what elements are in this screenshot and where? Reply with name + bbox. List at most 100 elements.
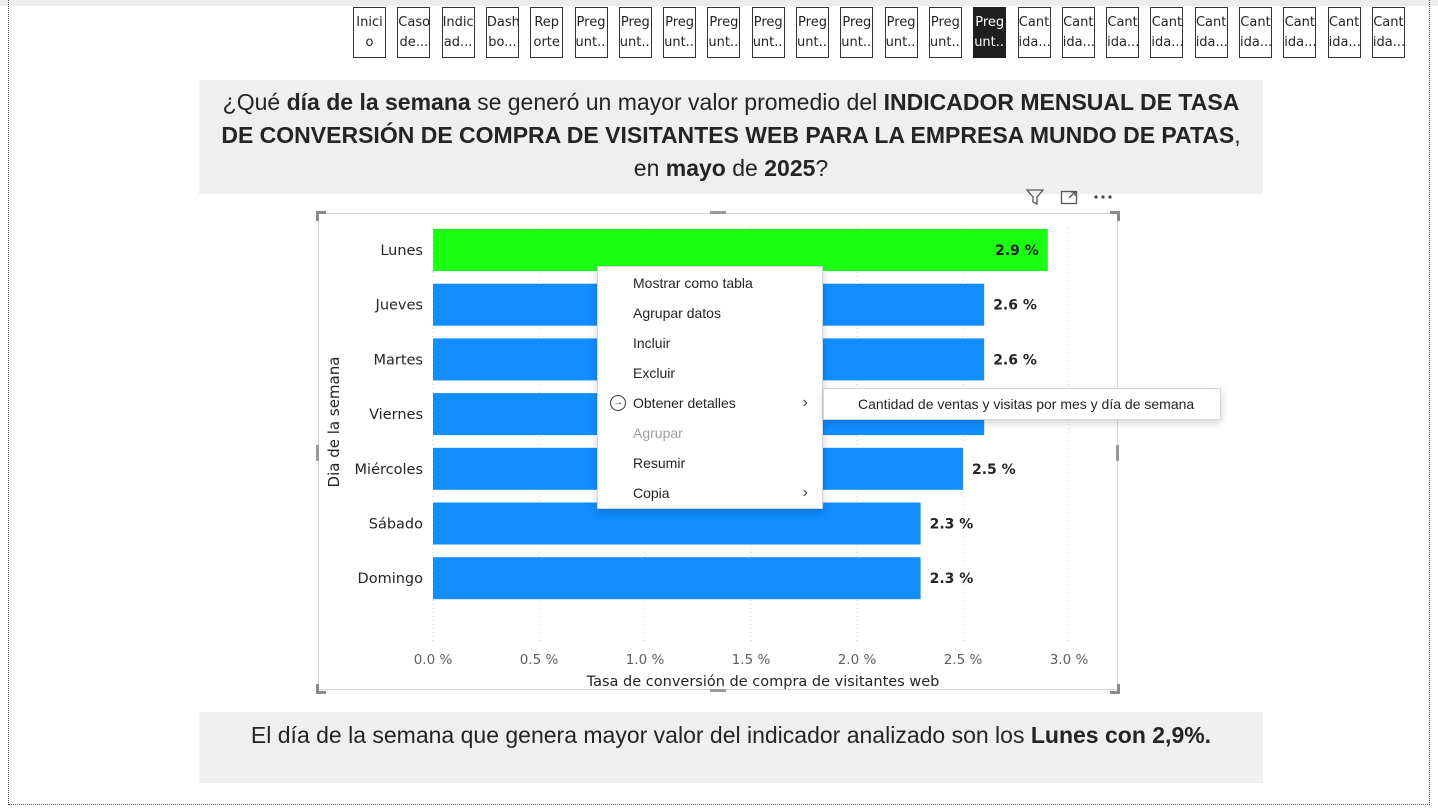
page-nav-label: bo... (488, 35, 517, 50)
context-menu-item[interactable]: Copia › (598, 478, 822, 508)
page-nav-label: ida... (1372, 35, 1404, 50)
context-menu-label: Excluir (633, 365, 676, 381)
page-nav-label: Preg (576, 15, 606, 30)
page-nav-label: unt... (929, 35, 961, 50)
page-nav-button[interactable]: Inici o (353, 7, 386, 58)
bar (433, 557, 921, 600)
focus-mode-icon[interactable] (1054, 183, 1084, 211)
page-nav-button[interactable]: Cant ida... (1371, 7, 1405, 58)
data-label: 2.9 % (995, 243, 1039, 259)
page-nav-label: unt... (752, 35, 784, 50)
resize-handle[interactable] (1110, 684, 1120, 694)
y-category-label: Domingo (358, 571, 424, 587)
page-nav-label: Indic (442, 15, 474, 30)
page-nav-label: Cant (1107, 15, 1138, 30)
page-nav-button[interactable]: Preg unt... (840, 7, 874, 58)
context-menu-item[interactable]: → Obtener detalles › (598, 388, 822, 418)
page-nav-button[interactable]: Cant ida... (1017, 7, 1051, 58)
page-nav-button[interactable]: Preg unt... (884, 7, 918, 58)
page-nav-label: ida... (1018, 35, 1050, 50)
page-nav-button[interactable]: Preg unt... (928, 7, 962, 58)
bar (433, 502, 921, 545)
page-nav-label: Cant (1284, 15, 1315, 30)
page-nav-label: Cant (1018, 15, 1050, 30)
resize-handle[interactable] (316, 684, 326, 694)
page-nav-label: Cant (1328, 15, 1360, 30)
answer-bold: Lunes con 2,9%. (1030, 722, 1212, 748)
page-nav-button[interactable]: Caso de... (397, 7, 431, 58)
page-nav-label: Preg (842, 15, 872, 30)
data-label: 2.5 % (972, 462, 1016, 478)
context-menu-item[interactable]: Agrupar datos (598, 298, 822, 328)
page-nav-button[interactable]: Cant ida... (1106, 7, 1140, 58)
page-nav-button[interactable]: Rep orte (530, 7, 564, 58)
page-nav-label: Rep (534, 15, 560, 30)
page-nav-button[interactable]: Preg unt... (707, 7, 741, 58)
x-axis-title: Tasa de conversión de compra de visitant… (586, 674, 940, 690)
context-menu-item[interactable]: Resumir (598, 448, 822, 478)
page-nav-label: unt... (664, 35, 696, 50)
page-nav-label: Preg (620, 15, 650, 30)
page-nav-label: de... (399, 35, 429, 50)
page-nav-label: ida... (1151, 35, 1183, 50)
question-part: se generó un mayor valor promedio del (470, 89, 884, 115)
page-nav-button[interactable]: Preg unt... (618, 7, 652, 58)
page-nav-button[interactable]: Cant ida... (1239, 7, 1272, 58)
context-menu-item: Agrupar (598, 418, 822, 448)
x-tick-label: 1.5 % (732, 652, 771, 668)
page-nav-label: Preg (798, 15, 827, 30)
page-nav-label: ida... (1107, 35, 1139, 50)
page-nav-label: ad... (443, 35, 473, 50)
context-menu-label: Copia (633, 485, 670, 501)
x-tick-label: 0.5 % (520, 652, 559, 668)
page-nav-label: o (365, 35, 374, 50)
question-bold: día de la semana (286, 89, 471, 115)
drillthrough-icon: → (610, 395, 626, 411)
page-nav-button[interactable]: Preg unt... (663, 7, 697, 58)
question-part: , en (633, 122, 1241, 181)
context-menu-label: Resumir (633, 455, 686, 471)
page-nav-button[interactable]: Cant ida... (1283, 7, 1317, 58)
context-menu-label: Agrupar (633, 425, 683, 441)
bar (433, 229, 1048, 271)
page-nav-label: unt... (885, 35, 917, 50)
page-nav-button[interactable]: Cant ida... (1194, 7, 1228, 58)
page-nav-label: Preg (975, 15, 1005, 30)
visual-header (1018, 183, 1120, 211)
resize-handle[interactable] (710, 211, 726, 214)
more-options-icon[interactable] (1088, 183, 1118, 211)
context-menu-label: Incluir (633, 335, 671, 351)
resize-handle[interactable] (316, 211, 326, 221)
chevron-right-icon: › (802, 484, 808, 501)
data-label: 2.6 % (993, 298, 1037, 314)
page-nav-button[interactable]: Preg unt... (796, 7, 829, 58)
answer-text: El día de la semana que genera mayor val… (250, 722, 1031, 748)
resize-handle[interactable] (316, 445, 319, 461)
resize-handle[interactable] (1116, 445, 1119, 461)
x-tick-label: 2.0 % (838, 652, 877, 668)
filter-icon[interactable] (1020, 183, 1050, 211)
context-menu-item[interactable]: Incluir (598, 328, 822, 358)
context-menu-item[interactable]: Excluir (598, 358, 822, 388)
page-nav-button[interactable]: Dash bo... (485, 7, 519, 58)
y-category-label: Jueves (375, 298, 423, 314)
page-nav-button[interactable]: Preg unt... (973, 7, 1007, 58)
page-nav-button[interactable]: Preg unt... (574, 7, 608, 58)
page-nav-button[interactable]: Cant ida... (1150, 7, 1184, 58)
question-textbox: ¿Qué día de la semana se generó un mayor… (199, 80, 1263, 194)
page-nav-label: unt... (708, 35, 740, 50)
page-nav-label: Preg (709, 15, 739, 30)
question-part: ¿Qué (222, 89, 287, 115)
y-axis-title: Dia de la semana (325, 357, 343, 488)
page-nav-button[interactable]: Cant ida... (1061, 7, 1095, 58)
context-menu-item[interactable]: Mostrar como tabla (598, 268, 822, 298)
page-nav-button[interactable]: Indic ad... (441, 7, 475, 58)
page-nav-button[interactable]: Preg unt... (751, 7, 785, 58)
answer-textbox: El día de la semana que genera mayor val… (199, 712, 1263, 783)
resize-handle[interactable] (1110, 211, 1120, 221)
drillthrough-submenu-item[interactable]: Cantidad de ventas y visitas por mes y d… (823, 388, 1221, 420)
page-nav-label: Caso (398, 15, 430, 30)
resize-handle[interactable] (710, 689, 726, 692)
page-nav-button[interactable]: Cant ida... (1327, 7, 1361, 58)
data-label: 2.6 % (993, 352, 1037, 368)
